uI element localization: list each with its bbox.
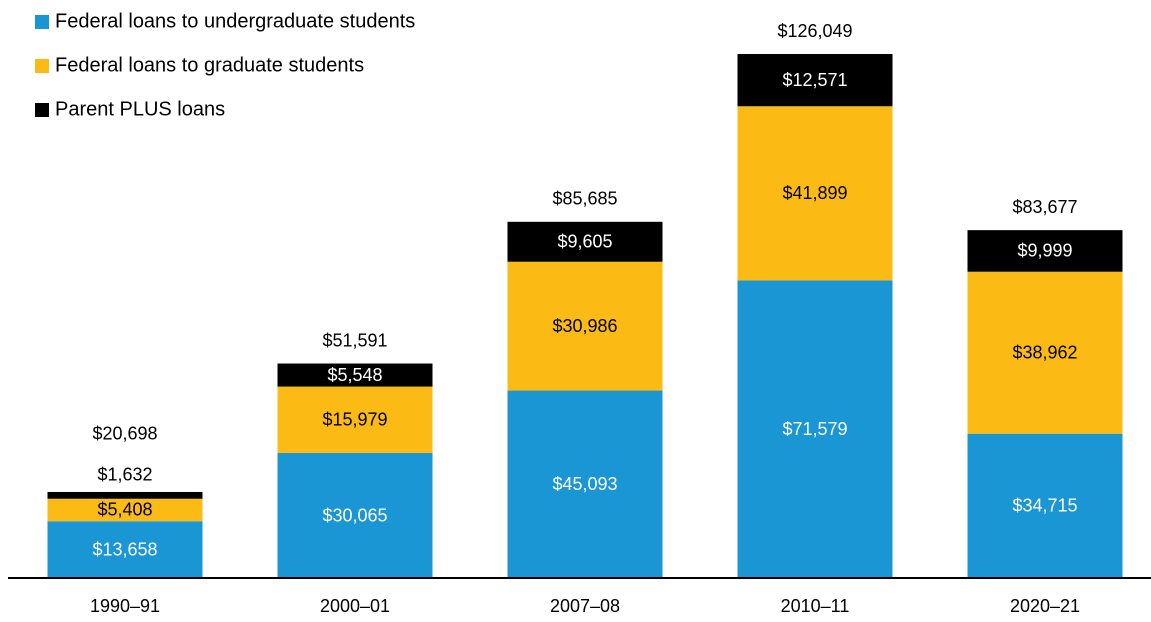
legend-text: Parent PLUS loans (55, 98, 225, 120)
value-label: $30,065 (322, 505, 387, 525)
legend-swatch (35, 103, 49, 117)
bar-segment (277, 386, 433, 454)
value-label: $45,093 (552, 474, 617, 494)
x-tick-label: 2000–01 (320, 596, 390, 616)
total-label: $85,685 (552, 189, 617, 209)
bar-segment (967, 230, 1123, 272)
value-label: $9,999 (1017, 241, 1072, 261)
value-label: $12,571 (782, 70, 847, 90)
bar-segment (507, 390, 663, 578)
legend-text: Federal loans to undergraduate students (55, 10, 415, 32)
legend-text: Federal loans to graduate students (55, 54, 364, 76)
bar-segment (507, 221, 663, 262)
bar-segment (47, 491, 203, 499)
value-label: $1,632 (97, 465, 152, 485)
value-label: $13,658 (92, 539, 157, 559)
value-label: $5,548 (327, 365, 382, 385)
total-label: $20,698 (92, 424, 157, 444)
legend-swatch (35, 15, 49, 29)
total-label: $126,049 (777, 21, 852, 41)
bar-segment (737, 106, 893, 281)
value-label: $38,962 (1012, 342, 1077, 362)
bar-segment (737, 280, 893, 578)
bar-segment (737, 54, 893, 107)
value-label: $9,605 (557, 232, 612, 252)
bar-segment (967, 271, 1123, 434)
x-tick-label: 2007–08 (550, 596, 620, 616)
value-label: $30,986 (552, 316, 617, 336)
value-label: $71,579 (782, 419, 847, 439)
bar-segment (47, 521, 203, 578)
legend-swatch (35, 59, 49, 73)
x-tick-label: 2010–11 (781, 596, 850, 616)
total-label: $51,591 (322, 330, 387, 350)
value-label: $41,899 (782, 183, 847, 203)
bar-segment (277, 363, 433, 387)
bar-segment (47, 498, 203, 522)
value-label: $15,979 (322, 410, 387, 430)
bar-segment (507, 261, 663, 391)
bar-segment (967, 433, 1123, 578)
x-tick-label: 2020–21 (1010, 596, 1080, 616)
total-label: $83,677 (1012, 197, 1077, 217)
bar-segment (277, 453, 433, 578)
value-label: $34,715 (1012, 496, 1077, 516)
x-tick-label: 1990–91 (90, 596, 160, 616)
value-label: $5,408 (97, 500, 152, 520)
